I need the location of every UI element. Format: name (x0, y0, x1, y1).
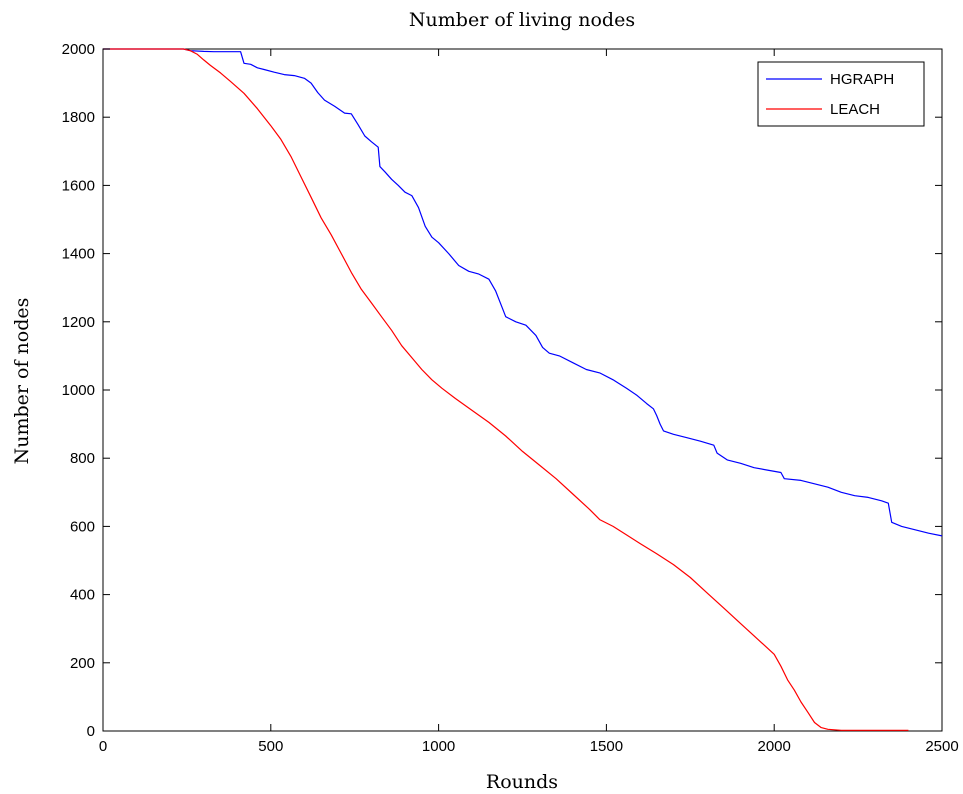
y-tick-label: 2000 (62, 41, 95, 58)
legend-label-leach: LEACH (830, 101, 880, 118)
y-tick-label: 1000 (62, 382, 95, 399)
legend-label-hgraph: HGRAPH (830, 71, 894, 88)
y-axis-label: Number of nodes (11, 298, 33, 465)
y-tick-label: 1200 (62, 314, 95, 331)
x-axis-label: Rounds (486, 771, 558, 793)
y-tick-label: 1600 (62, 177, 95, 194)
chart-title: Number of living nodes (409, 9, 635, 31)
x-tick-label: 1000 (422, 738, 455, 755)
x-tick-label: 2500 (925, 738, 958, 755)
y-tick-label: 600 (70, 518, 95, 535)
y-tick-label: 0 (87, 723, 95, 740)
y-tick-label: 400 (70, 587, 95, 604)
y-tick-label: 800 (70, 450, 95, 467)
series-line-leach (103, 48, 909, 731)
x-tick-label: 0 (99, 738, 107, 755)
y-tick-label: 1400 (62, 246, 95, 263)
x-tick-label: 500 (258, 738, 283, 755)
plot-frame (102, 48, 943, 732)
legend: HGRAPH LEACH (757, 61, 925, 127)
plot-area: 0 500 1000 1500 2000 2500 0 200 400 600 800 1000 120… (62, 41, 959, 755)
y-tick-label: 200 (70, 655, 95, 672)
x-tick-label: 1500 (590, 738, 623, 755)
y-tick-label: 1800 (62, 109, 95, 126)
legend-box (757, 61, 925, 127)
x-tick-label: 2000 (758, 738, 791, 755)
series-line-hgraph (103, 48, 943, 537)
